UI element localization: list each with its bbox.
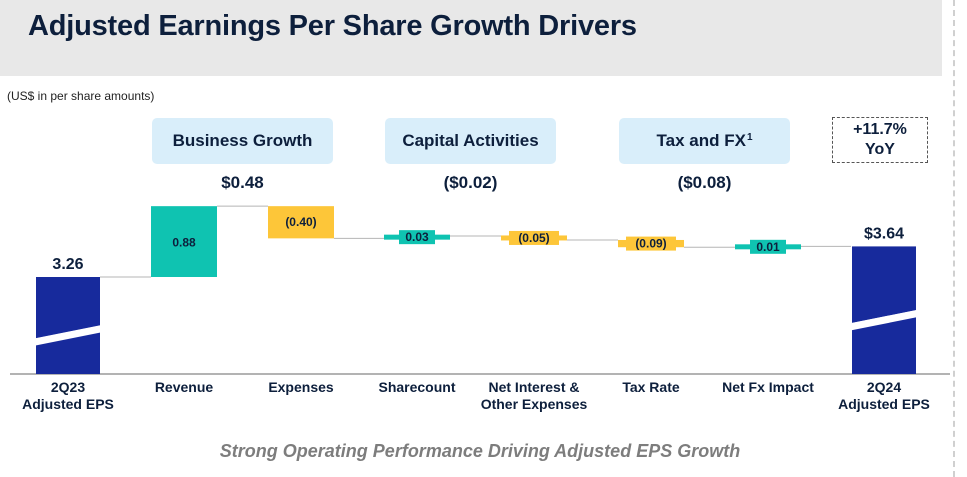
data-label-6: 0.01: [756, 240, 780, 254]
units-note: (US$ in per share amounts): [7, 89, 155, 103]
yoy-callout: +11.7% YoY: [832, 117, 928, 163]
bar-7: [852, 246, 916, 374]
data-label-bg-4: [509, 230, 559, 245]
group-total-capital-activities: ($0.02): [443, 173, 498, 192]
data-label-bg-6: [750, 239, 786, 254]
yoy-percent: +11.7%: [853, 121, 907, 138]
group-label: Business Growth: [172, 131, 313, 150]
data-label-bg-3: [399, 230, 435, 245]
category-label-0: 2Q23 Adjusted EPS: [22, 379, 114, 412]
group-label: Capital Activities: [402, 131, 539, 150]
category-label-7: 2Q24 Adjusted EPS: [838, 379, 930, 412]
yoy-label: YoY: [865, 141, 895, 158]
data-label-2: (0.40): [285, 215, 316, 229]
data-label-0: 3.26: [52, 256, 83, 273]
axis-break-line: [848, 309, 920, 325]
group-total-business-growth: $0.48: [221, 173, 264, 192]
category-label-2: Expenses: [268, 379, 334, 395]
data-label-7: $3.64: [864, 225, 904, 242]
data-label-3: 0.03: [405, 230, 429, 244]
bar-2: [268, 206, 334, 239]
page-title: Adjusted Earnings Per Share Growth Drive…: [28, 10, 637, 42]
category-label-6: Net Fx Impact: [722, 379, 814, 395]
group-label: Tax and FX: [656, 131, 746, 150]
category-label-3: Sharecount: [378, 379, 456, 395]
axis-break-line: [32, 324, 104, 341]
axis-break-mask: [848, 309, 920, 331]
bar-0: [36, 277, 100, 374]
group-total-tax-and-fx: ($0.08): [677, 173, 732, 192]
bar-1: [151, 206, 217, 277]
data-label-1: 0.88: [172, 236, 196, 250]
data-label-bg-5: [626, 236, 676, 251]
group-tax-and-fx: Tax and FX 1: [619, 118, 790, 164]
data-label-5: (0.09): [635, 237, 666, 251]
footnote-marker: 1: [746, 131, 753, 143]
category-label-5: Tax Rate: [622, 379, 680, 395]
page-edge-rule: [953, 0, 955, 477]
data-label-4: (0.05): [518, 231, 549, 245]
group-capital-activities: Capital Activities: [385, 118, 556, 164]
category-label-4: Net Interest & Other Expenses: [480, 379, 588, 412]
category-label-1: Revenue: [154, 379, 214, 395]
group-business-growth: Business Growth: [152, 118, 333, 164]
header-banner: Adjusted Earnings Per Share Growth Drive…: [0, 0, 942, 76]
footer-tagline: Strong Operating Performance Driving Adj…: [219, 441, 741, 461]
axis-break-mask: [32, 325, 104, 346]
